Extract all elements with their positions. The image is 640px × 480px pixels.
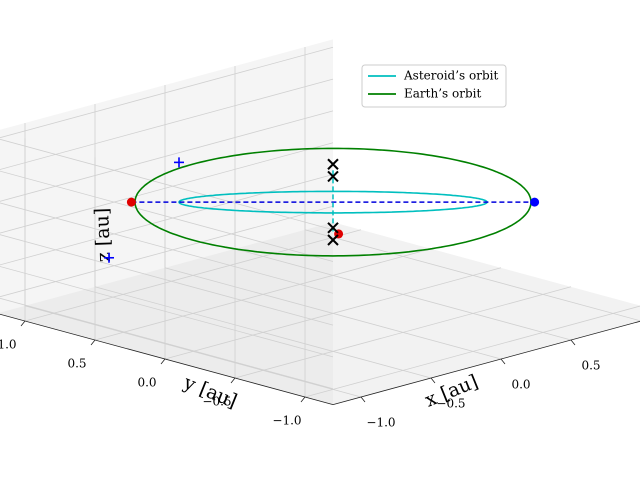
legend-label: Earth’s orbit xyxy=(404,87,481,101)
x-tick-mark xyxy=(430,377,436,384)
black-x-marker xyxy=(327,158,339,170)
grid-line-z xyxy=(0,78,334,262)
blue-plus-marker xyxy=(104,252,114,263)
y-tick-mark xyxy=(300,396,306,403)
blue-plus-marker xyxy=(174,157,184,168)
red-point xyxy=(126,197,136,207)
y-tick-label: −0.5 xyxy=(202,395,231,409)
legend: Asteroid’s orbit Earth’s orbit xyxy=(361,64,507,108)
right-back-pane xyxy=(0,39,333,313)
black-x-marker xyxy=(327,222,339,234)
grid-line-z xyxy=(0,46,334,231)
grid-line-z xyxy=(0,205,334,390)
x-tick-label: 0.5 xyxy=(581,359,600,373)
x-stroke-b xyxy=(327,170,339,183)
x-stroke-b xyxy=(327,234,339,246)
y-tick-label: 1.0 xyxy=(0,338,17,352)
x-stroke-b xyxy=(327,222,339,234)
x-tick-mark xyxy=(570,339,576,346)
x-tick-label: −1.0 xyxy=(366,416,395,430)
x-tick-label: −0.5 xyxy=(436,397,465,411)
y-tick-mark xyxy=(20,320,26,327)
grid-line-z xyxy=(0,174,334,358)
y-tick-label: −1.0 xyxy=(272,414,301,428)
series-line-asteroid-orbit xyxy=(178,190,488,214)
legend-label: Asteroid’s orbit xyxy=(403,69,498,83)
y-tick-label: 0.5 xyxy=(67,357,86,371)
x-tick-mark xyxy=(360,396,366,403)
blue-point xyxy=(530,197,540,207)
grid-line-z xyxy=(0,110,334,294)
legend-frame xyxy=(361,64,507,108)
black-x-marker xyxy=(327,170,339,183)
z-axis-label: z [au] xyxy=(91,207,115,262)
x-tick-mark xyxy=(500,358,506,365)
y-tick-mark xyxy=(90,339,96,346)
series-line-earth-orbit xyxy=(134,147,532,257)
x-stroke-b xyxy=(327,158,339,170)
grid-line-x xyxy=(304,47,640,322)
grid-line-z xyxy=(0,142,334,326)
y-tick-mark xyxy=(230,377,236,384)
x-tick-label: 0.0 xyxy=(511,378,530,392)
y-tick-mark xyxy=(160,358,166,365)
y-tick-label: 0.0 xyxy=(137,376,156,390)
black-x-marker xyxy=(327,234,339,246)
